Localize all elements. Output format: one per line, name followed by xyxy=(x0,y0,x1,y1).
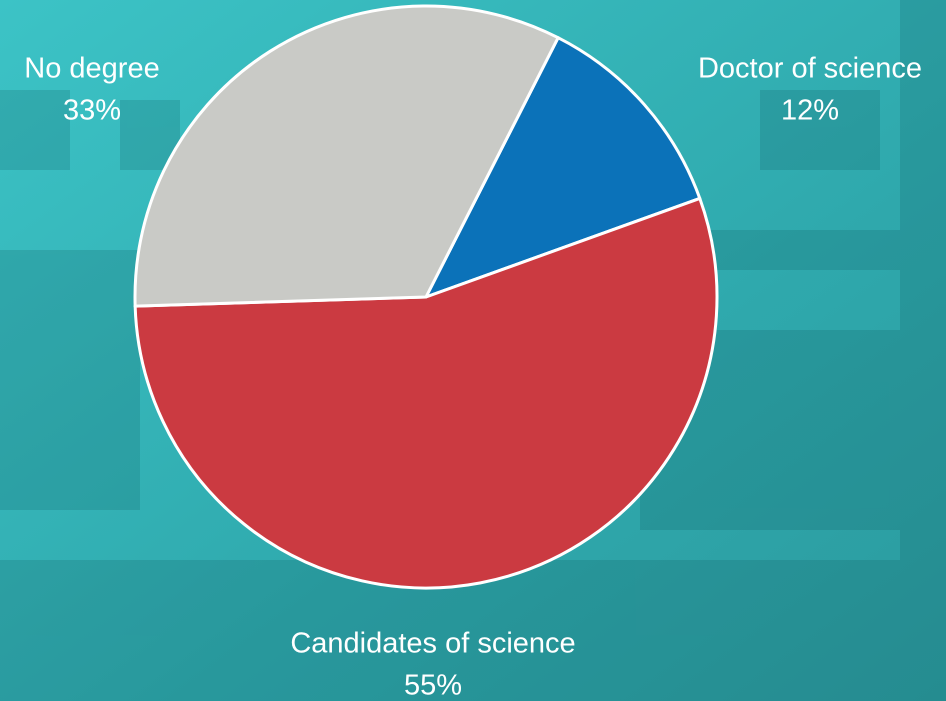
slice-label: No degree xyxy=(24,53,159,85)
slice-value-label: 55% xyxy=(404,670,462,701)
slice-value-label: 12% xyxy=(781,95,839,127)
slice-label: Candidates of science xyxy=(290,628,575,660)
slice-value-label: 33% xyxy=(63,95,121,127)
page: Doctor of science 12% Candidates of scienc… xyxy=(0,0,946,701)
slice-label: Doctor of science xyxy=(698,53,922,85)
chart: Doctor of science 12% Candidates of scienc… xyxy=(0,0,946,701)
